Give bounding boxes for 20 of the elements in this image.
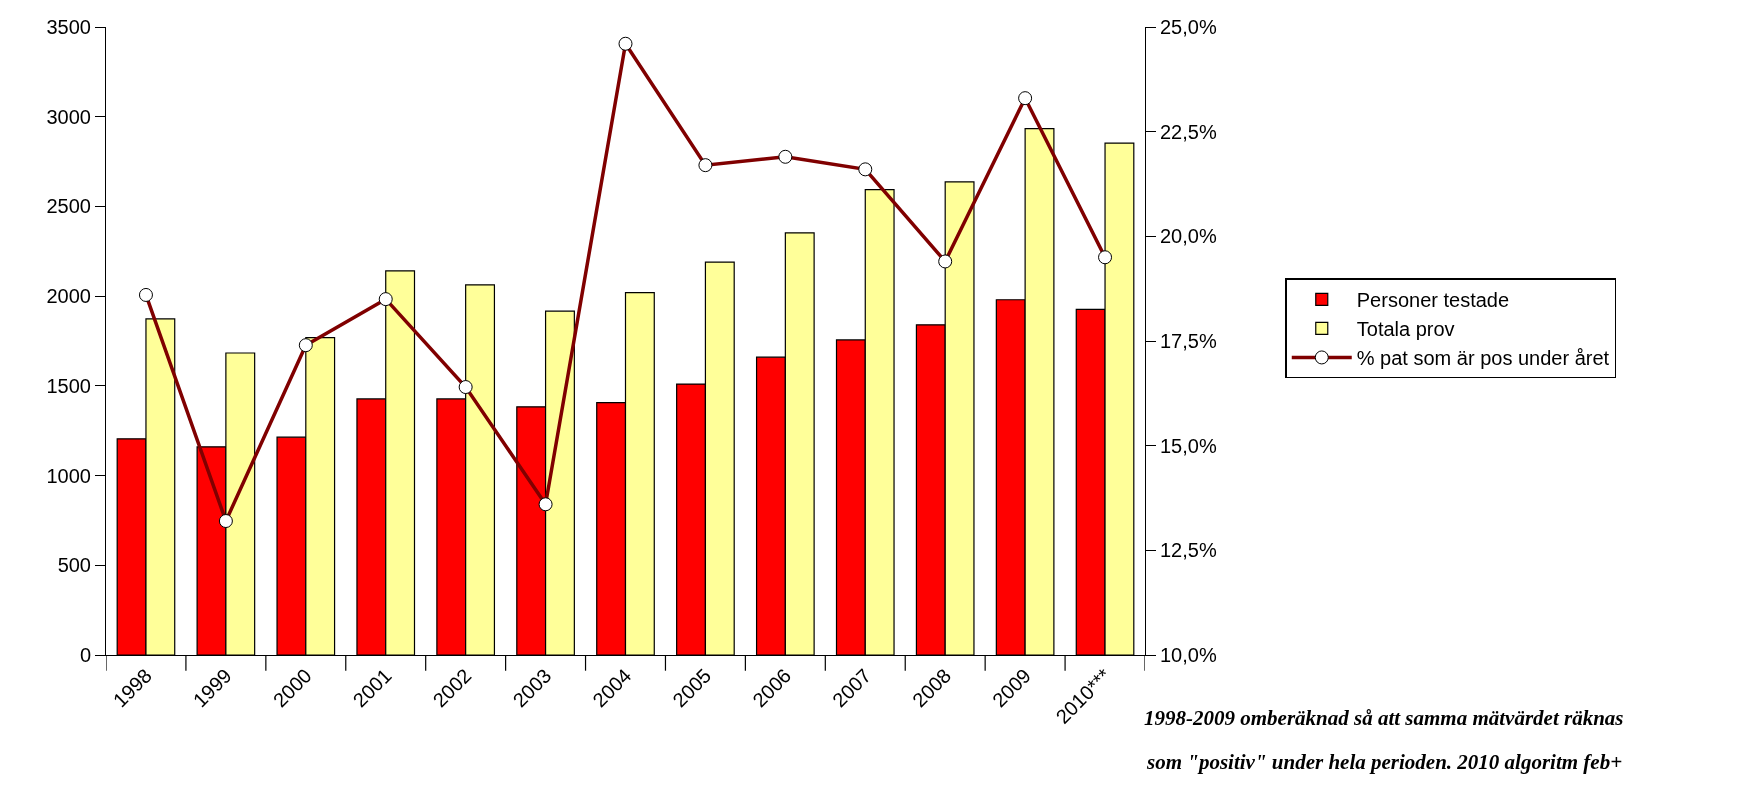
y2-tick-label: 12,5% xyxy=(1160,539,1217,562)
y-tick-label: 2000 xyxy=(46,285,91,308)
y2-tick-label: 25,0% xyxy=(1160,16,1217,38)
legend-label: % pat som är pos under året xyxy=(1356,347,1610,370)
legend-label: Personer testade xyxy=(1356,289,1510,312)
y-tick-label: 3000 xyxy=(46,105,91,128)
text: 1998-2009 omberäknad så att samma mätvärdet räknas xyxy=(1144,706,1624,730)
y-tick-label: 2500 xyxy=(46,195,91,218)
text: som "positiv" under hela perioden. 2010 algoritm feb+ xyxy=(1146,750,1623,774)
y2-tick-label: 22,5% xyxy=(1160,120,1217,143)
y-tick-label: 1500 xyxy=(46,374,91,397)
y2-tick-label: 10,0% xyxy=(1160,644,1217,666)
y-tick-label: 1000 xyxy=(46,464,91,487)
y-tick-label: 500 xyxy=(57,554,91,577)
y2-tick-label: 17,5% xyxy=(1160,330,1217,352)
legend-label: Totala prov xyxy=(1356,318,1455,341)
y-tick-label: 0 xyxy=(79,644,91,666)
y2-tick-label: 20,0% xyxy=(1160,225,1217,248)
y2-tick-label: 15,0% xyxy=(1160,434,1217,457)
y-tick-label: 3500 xyxy=(46,16,91,38)
